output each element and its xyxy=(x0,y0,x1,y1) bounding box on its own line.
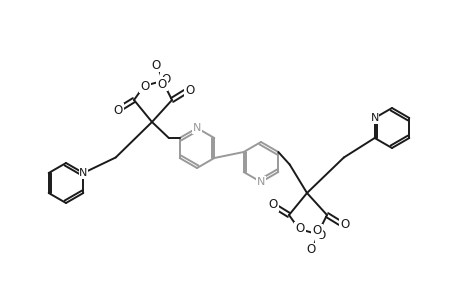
Text: O: O xyxy=(157,77,166,91)
Text: O: O xyxy=(140,80,149,92)
Text: O: O xyxy=(151,58,160,71)
Text: O: O xyxy=(161,73,170,85)
Text: N: N xyxy=(369,113,378,123)
Text: O: O xyxy=(316,230,325,242)
Text: O: O xyxy=(113,103,123,116)
Text: O: O xyxy=(268,199,277,212)
Text: O: O xyxy=(295,223,304,236)
Text: O: O xyxy=(306,244,315,256)
Text: O: O xyxy=(340,218,349,232)
Text: N: N xyxy=(79,168,87,178)
Text: O: O xyxy=(312,224,321,238)
Text: O: O xyxy=(185,83,194,97)
Text: N: N xyxy=(192,123,201,133)
Text: N: N xyxy=(256,177,264,187)
